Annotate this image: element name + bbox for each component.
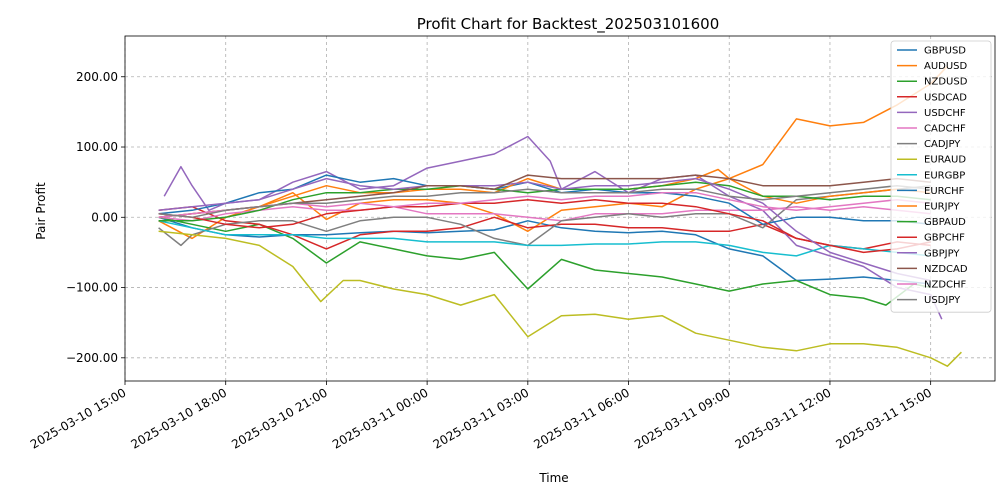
legend-label: EURJPY <box>924 202 960 213</box>
legend-box <box>890 40 992 313</box>
legend-label: NZDCHF <box>924 280 967 291</box>
legend: GBPUSD AUDUSD NZDUSD USDCAD USDCHF CADCHF CADJ… <box>890 40 992 313</box>
legend-label: USDCAD <box>924 92 967 103</box>
legend-label: NZDCAD <box>924 264 968 275</box>
legend-label: GBPJPY <box>924 248 960 259</box>
series-line-gbpjpy <box>158 177 931 282</box>
series-line-eurchf <box>158 174 931 226</box>
legend-label: GBPAUD <box>924 217 966 228</box>
series-line-eurgbp <box>158 220 931 257</box>
y-tick-label: 200.00 <box>76 70 118 84</box>
legend-label: USDCHF <box>924 108 966 119</box>
legend-label: NZDUSD <box>924 77 968 88</box>
y-axis: −200.00 −100.00 0.00 100.00 200.00 <box>66 70 125 365</box>
legend-label: EURAUD <box>924 155 966 166</box>
chart-title: Profit Chart for Backtest_202503101600 <box>417 15 720 34</box>
series-line-cadchf <box>158 205 931 222</box>
y-tick-label: −100.00 <box>66 281 118 295</box>
legend-label: AUDUSD <box>924 61 968 72</box>
y-tick-label: −200.00 <box>66 351 118 365</box>
series-line-gbpchf <box>158 198 931 254</box>
series-line-nzdusd <box>158 216 931 306</box>
legend-label: USDJPY <box>924 295 961 306</box>
y-axis-label: Pair Profit <box>34 182 48 240</box>
grid <box>124 36 995 381</box>
y-tick-label: 0.00 <box>91 210 118 224</box>
x-axis-label: Time <box>538 471 568 485</box>
series-line-usdjpy <box>158 184 931 219</box>
y-tick-label: 100.00 <box>76 140 118 154</box>
legend-label: GBPUSD <box>924 46 966 57</box>
series-line-euraud <box>158 230 962 367</box>
legend-label: EURCHF <box>924 186 965 197</box>
series-lines <box>158 65 962 367</box>
legend-label: GBPCHF <box>924 233 965 244</box>
plot-area <box>124 35 996 382</box>
legend-label: CADCHF <box>924 124 966 135</box>
legend-label: CADJPY <box>924 139 961 150</box>
legend-label: EURGBP <box>924 170 965 181</box>
series-line-audusd <box>158 65 948 240</box>
